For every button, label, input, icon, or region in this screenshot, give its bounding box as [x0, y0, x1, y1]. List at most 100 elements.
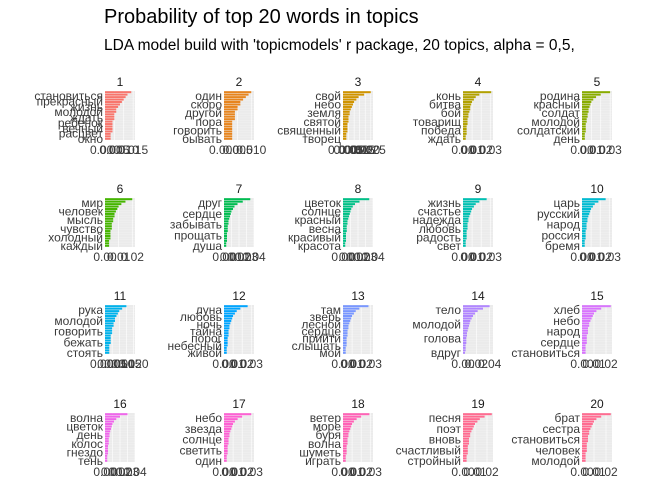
bar [463, 344, 466, 347]
bar [343, 215, 349, 218]
bar [224, 341, 228, 345]
x-tick-label: 0.02 [121, 250, 145, 264]
word-label: день [553, 132, 580, 146]
x-tick-label: 0.01 [463, 465, 487, 479]
bar [463, 430, 472, 433]
bar [105, 244, 110, 247]
bar [224, 454, 227, 457]
facet-strip-label: 8 [355, 182, 362, 196]
bar [105, 93, 128, 96]
bar [105, 440, 109, 443]
word-label: каждый [60, 239, 103, 253]
bar [582, 103, 591, 106]
x-tick-label: 0.02 [470, 143, 494, 157]
word-label: чувство [60, 222, 103, 236]
bar [105, 230, 111, 233]
bar [463, 220, 469, 223]
bar [224, 234, 227, 238]
word-label: вдруг [431, 346, 462, 360]
word-label: солнце [182, 433, 222, 447]
bar [582, 127, 586, 131]
bar [224, 327, 230, 330]
bar [224, 137, 233, 140]
bar [463, 115, 469, 118]
page-subtitle: LDA model build with 'topicmodels' r pac… [104, 37, 575, 54]
x-tick-label: 0.005 [97, 357, 127, 371]
bar [343, 445, 347, 448]
x-tick-label: 0.00 [331, 357, 355, 371]
bar [343, 305, 369, 308]
bar [343, 422, 353, 426]
bar [582, 93, 601, 96]
bar [105, 351, 110, 354]
word-label: порог [191, 332, 223, 346]
word-label: слышать [292, 339, 341, 353]
bar [343, 135, 347, 138]
bar [343, 442, 348, 445]
bar [343, 123, 348, 126]
facet-panel-10: 10 царьрусскийнародроссиябремя0.000.010.0… [537, 182, 621, 264]
bar [582, 344, 586, 347]
x-tick-label: 0.02 [589, 143, 613, 157]
bar [343, 432, 349, 435]
bar [343, 212, 350, 215]
bar [582, 118, 587, 121]
bar [582, 96, 597, 99]
bar [463, 225, 468, 228]
facet-panel-12: 12луналюбовьночьтайнапорогнебесныйживой0… [167, 289, 263, 371]
bar [463, 98, 474, 101]
bar [463, 425, 474, 428]
bar [224, 123, 233, 126]
word-label: прекрасный [37, 94, 103, 108]
bar [224, 200, 243, 203]
word-label: народ [547, 218, 580, 232]
bar [582, 440, 588, 443]
x-tick-label: 0.01 [339, 250, 363, 264]
bar [105, 98, 124, 101]
bar [224, 447, 228, 450]
bar [343, 447, 347, 450]
bar [343, 327, 349, 330]
x-tick-label: 0.00 [331, 465, 355, 479]
facet-strip-label: 14 [471, 289, 485, 303]
bar [224, 205, 235, 208]
bar [105, 339, 111, 342]
bar [224, 346, 227, 349]
word-label: тайна [190, 325, 222, 339]
bar [582, 232, 586, 235]
word-label: тень [78, 454, 103, 468]
facet-strip-label: 6 [117, 182, 124, 196]
bar [105, 332, 113, 335]
word-label: расцвет [59, 127, 104, 141]
word-label: поэт [436, 422, 461, 436]
bar [463, 415, 485, 418]
bar [463, 437, 469, 440]
bar [463, 100, 473, 104]
bar [105, 454, 108, 457]
bar [582, 430, 590, 433]
bar [582, 110, 589, 113]
x-tick-label: 0.00 [331, 250, 355, 264]
bar [343, 200, 360, 203]
bar [463, 327, 469, 330]
bar [224, 198, 251, 201]
bar [582, 427, 591, 430]
bar [582, 422, 593, 426]
word-label: зверь [310, 310, 341, 324]
bar [463, 346, 466, 349]
bar [105, 452, 108, 455]
bar [105, 415, 120, 418]
x-tick-label: 0.020 [119, 357, 149, 371]
bar [105, 349, 110, 352]
word-label: человек [58, 205, 103, 219]
word-label: стройный [407, 454, 461, 468]
bar [463, 452, 468, 455]
bar [224, 305, 248, 308]
word-label: душа [193, 239, 223, 253]
x-tick-label: 0.03 [479, 250, 503, 264]
word-label: волна [70, 411, 103, 425]
bar [224, 113, 235, 116]
x-tick-label: 0.04 [123, 465, 147, 479]
word-label: жизнь [428, 196, 461, 210]
